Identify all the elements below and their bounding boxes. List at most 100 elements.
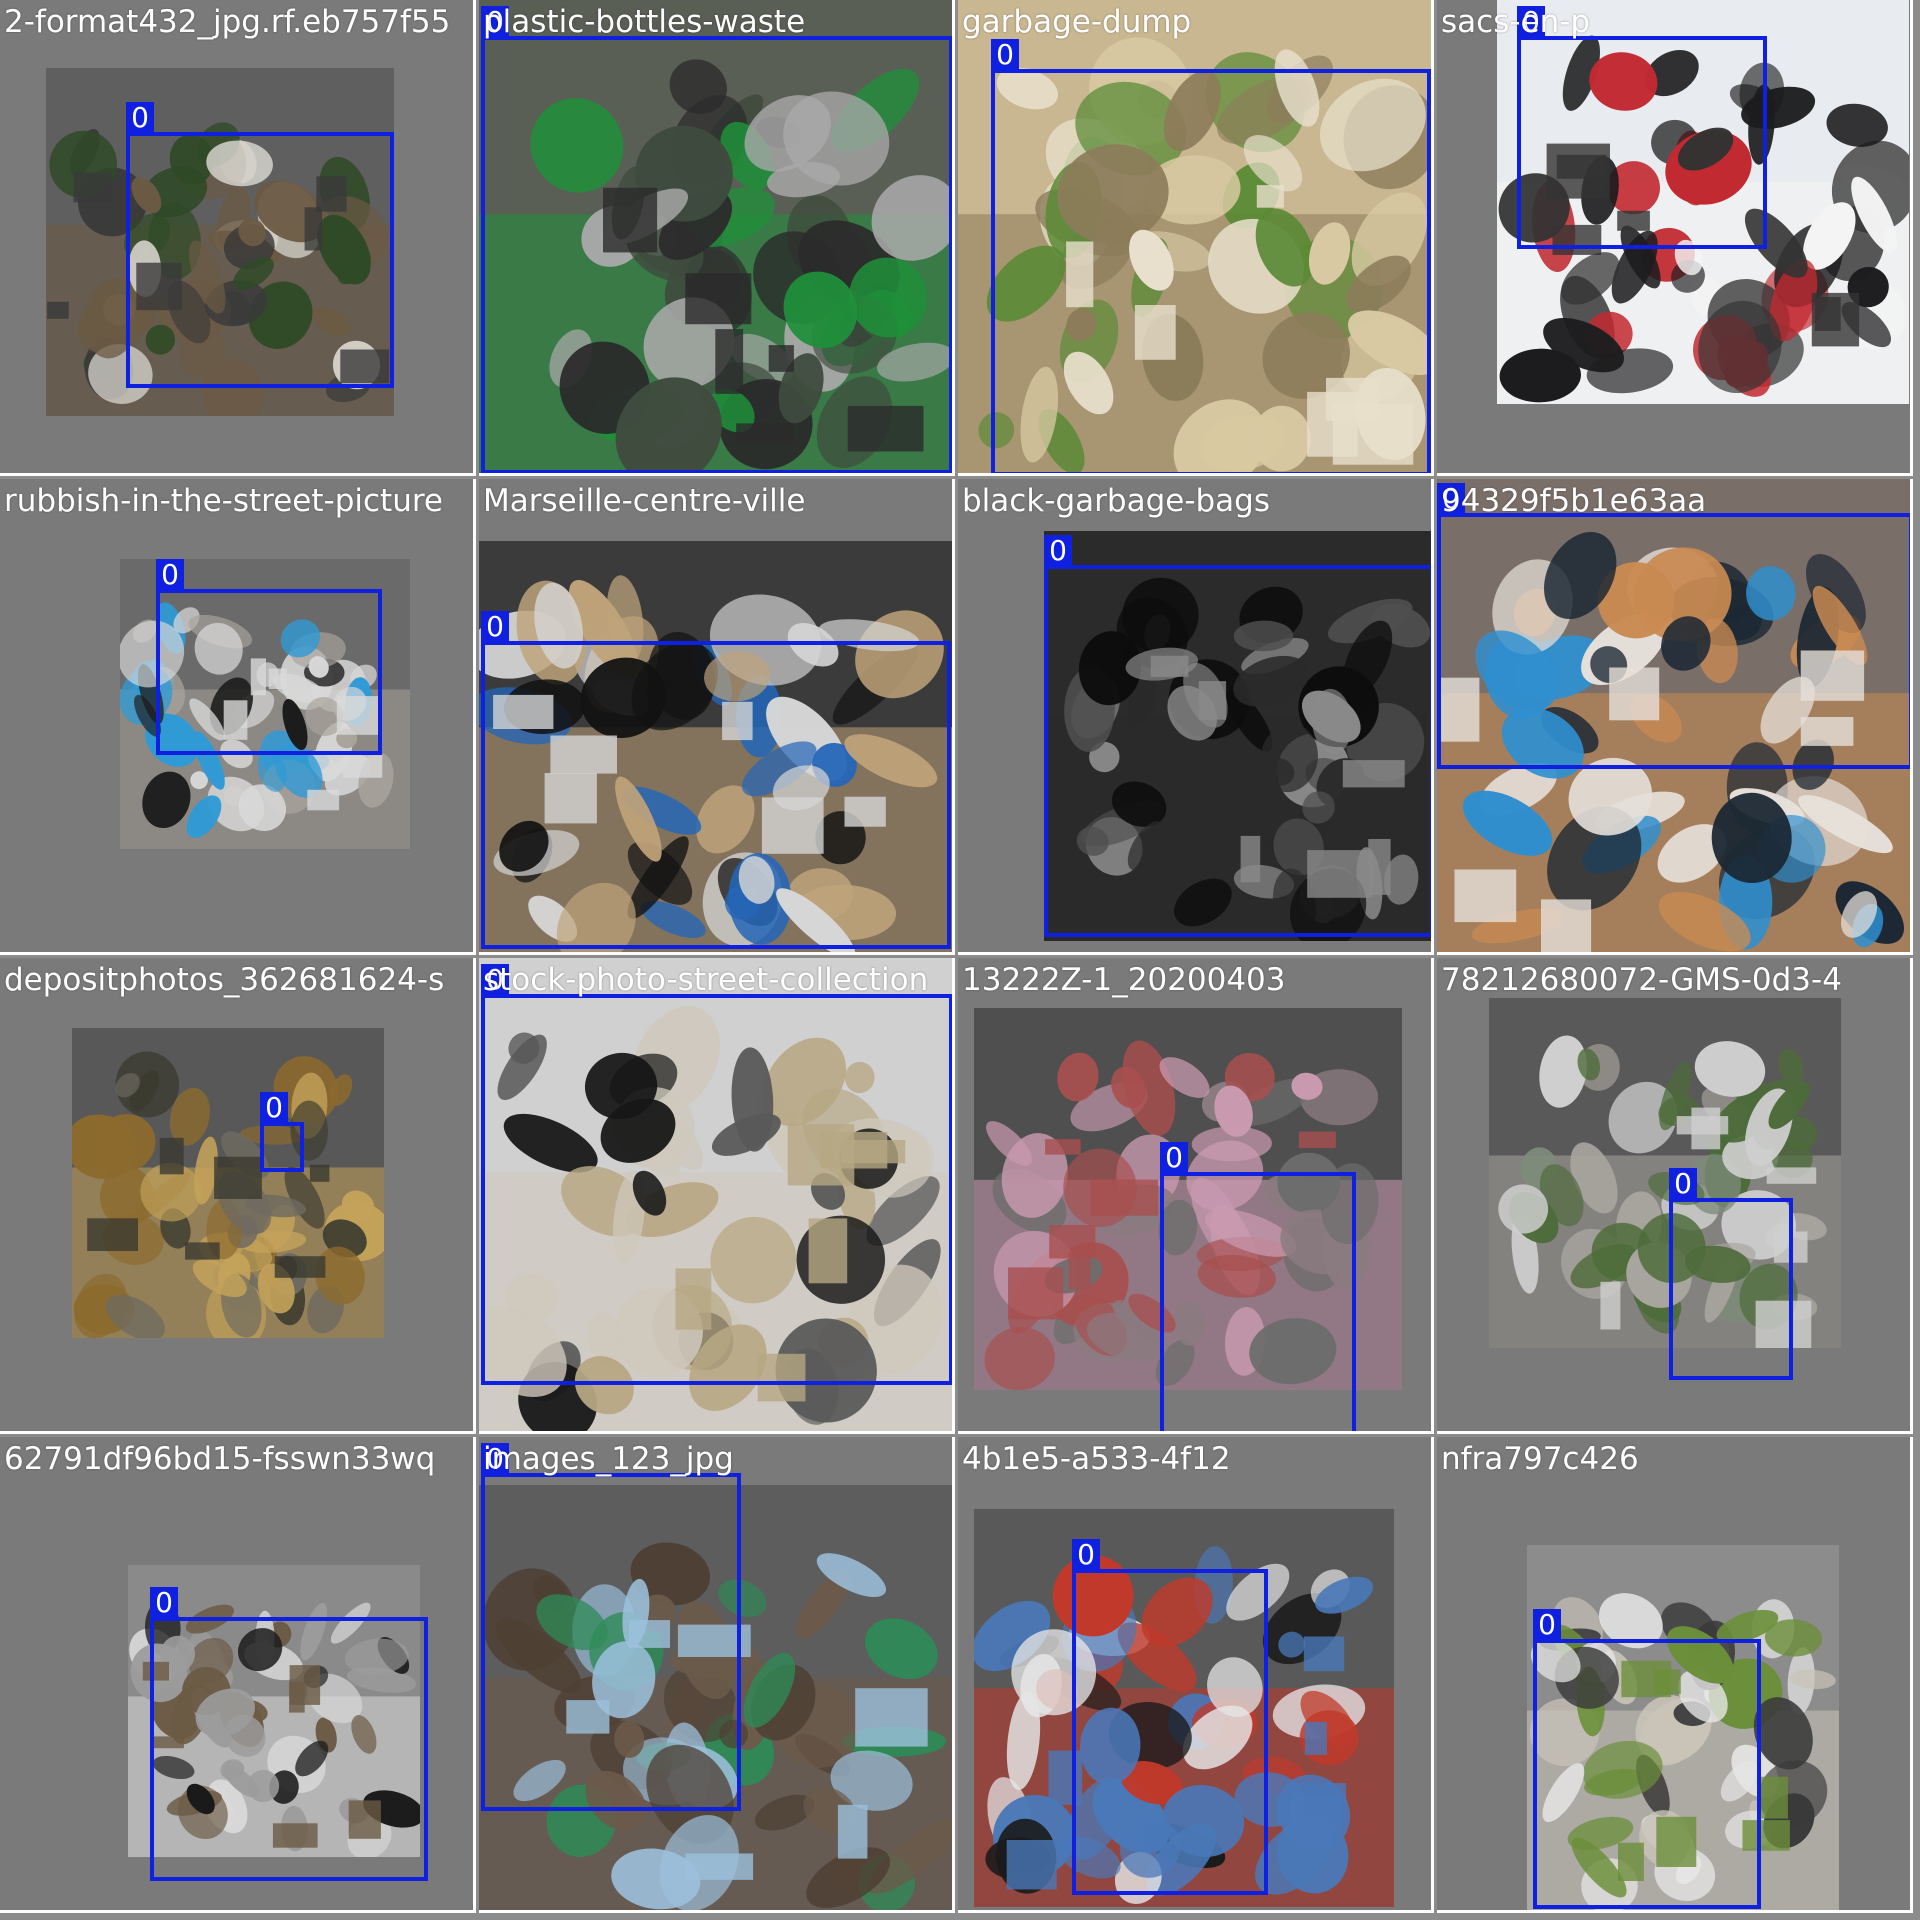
trash-item [1117, 1622, 1197, 1692]
debris-box [142, 1661, 169, 1681]
tile-filename-label: 78212680072-GMS-0d3-4 [1441, 962, 1842, 998]
detection-box: 0 [1517, 6, 1767, 249]
debris-box [1289, 1783, 1347, 1831]
class-id-tag: 0 [1437, 483, 1465, 515]
trash-item [1812, 585, 1868, 666]
detection-box: 0 [156, 559, 382, 755]
debris-box [1766, 1167, 1817, 1184]
trash-item [330, 1602, 371, 1644]
trash-item [1567, 1816, 1634, 1851]
debris-box [1676, 1116, 1729, 1135]
trash-item [738, 856, 775, 904]
debris-box [566, 1700, 610, 1734]
detection-box: 0 [1669, 1168, 1793, 1380]
trash-item [1200, 414, 1286, 472]
tile-scene [479, 1485, 952, 1910]
debris-box [136, 262, 182, 311]
class-id-tag: 0 [481, 611, 509, 643]
trash-item [1182, 1705, 1253, 1770]
tile-filename-label: 4b1e5-a533-4f12 [962, 1441, 1231, 1477]
trash-item [193, 731, 225, 790]
trash-item [238, 784, 287, 831]
debris-box [343, 755, 383, 778]
debris-box [768, 345, 794, 372]
tile-photo [1497, 0, 1909, 404]
tile-filename-label: depositphotos_362681624-s [4, 962, 445, 998]
trash-item [1066, 308, 1097, 342]
debris-box [1755, 1300, 1812, 1348]
debris-box [223, 700, 248, 740]
debris-box [1441, 677, 1480, 742]
tile-filename-label: stock-photo-street-collection [483, 962, 929, 998]
debris-box [1307, 850, 1373, 898]
trash-item [1570, 1244, 1637, 1289]
trash-item [763, 1037, 846, 1127]
mosaic-tile: 0 black-garbage-bags [958, 479, 1434, 955]
tile-scene [1497, 0, 1909, 404]
trash-item [206, 140, 273, 187]
detection-box: 0 [260, 1092, 304, 1172]
trash-item [312, 307, 351, 337]
debris-box [1617, 210, 1650, 231]
debris-box [715, 329, 744, 394]
trash-item [1803, 202, 1856, 270]
tile-filename-label: images_123_jpg [483, 1441, 734, 1477]
debris-box [1304, 1721, 1327, 1755]
debris-box [1454, 869, 1517, 923]
debris-box [274, 1256, 326, 1278]
tile-scene [1437, 479, 1910, 952]
debris-box [1600, 1281, 1621, 1330]
tile-scene [958, 0, 1431, 473]
trash-item [1063, 351, 1114, 415]
trash-item [1143, 155, 1241, 225]
trash-item [1233, 655, 1310, 707]
trash-item [1078, 631, 1142, 706]
trash-item [741, 741, 817, 797]
debris-box [47, 301, 69, 319]
mosaic-tile: 0 sacs-en-p [1437, 0, 1913, 476]
debris-box [1240, 835, 1261, 883]
debris-box [309, 1164, 330, 1182]
debris-box [304, 207, 323, 251]
mosaic-tile: 0 garbage-dump [958, 0, 1434, 476]
debris-box [675, 1268, 712, 1330]
trash-item [871, 175, 952, 261]
debris-box [1621, 1660, 1672, 1698]
trash-item [534, 582, 583, 669]
trash-item [630, 1542, 711, 1606]
debris-box [307, 789, 340, 811]
detection-box: 0 [991, 39, 1431, 473]
class-id-tag: 0 [150, 1587, 178, 1619]
debris-box [1006, 1840, 1057, 1890]
debris-box [550, 735, 617, 774]
trash-item [1320, 1163, 1379, 1245]
tile-filename-label: 62791df96bd15-fsswn33wq [4, 1441, 436, 1477]
trash-item [574, 1356, 634, 1415]
mosaic-tile: 0 depositphotos_362681624-s [0, 958, 476, 1434]
trash-item [1677, 127, 1734, 171]
trash-item [1792, 739, 1834, 790]
trash-item [1319, 78, 1426, 172]
trash-item [1694, 1041, 1766, 1097]
trash-item [1753, 1697, 1813, 1770]
trash-item [1586, 348, 1674, 394]
trash-item [1111, 1066, 1146, 1109]
trash-item [195, 1688, 256, 1738]
trash-item [1769, 259, 1818, 342]
trash-item [1542, 1763, 1585, 1823]
trash-item [1778, 1048, 1804, 1088]
trash-item [754, 1794, 815, 1831]
trash-item [99, 1166, 154, 1227]
trash-item [240, 1230, 307, 1254]
tile-filename-label: 94329f5b1e63aa [1441, 483, 1707, 519]
tile-photo [1044, 531, 1431, 941]
tile-photo [1489, 998, 1841, 1348]
trash-item [186, 1783, 215, 1815]
trash-item [1301, 690, 1361, 743]
trash-item [1561, 252, 1620, 305]
debris-box [159, 1137, 184, 1175]
debris-box [1150, 655, 1189, 677]
trash-item [530, 98, 624, 193]
tile-photo [479, 541, 952, 952]
tile-scene [479, 0, 952, 473]
